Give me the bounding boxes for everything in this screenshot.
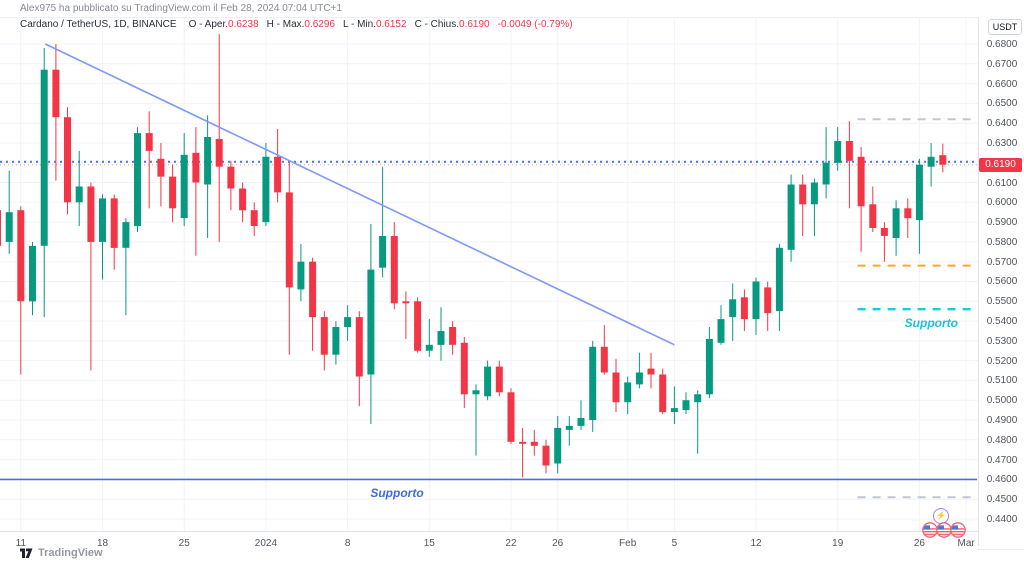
trendline [44, 43, 675, 346]
price-axis-label: 0.4600 [986, 474, 1018, 486]
price-axis-label: 0.6100 [986, 177, 1018, 189]
time-axis-label: 12 [750, 538, 762, 549]
price-axis[interactable]: 0.6800 0.6700 0.6600 0.6500 0.6400 0.6300 0.61… [978, 17, 1024, 546]
close-label: C - Chius. [414, 19, 460, 30]
attribution-text: Alex975 ha pubblicato su TradingView.com… [20, 3, 342, 14]
time-axis-label: 25 [178, 538, 190, 549]
change-value: -0.0049 (-0.79%) [497, 19, 573, 30]
symbol-legend[interactable]: Cardano / TetherUS, 1D, BINANCE O - Aper.… [20, 19, 573, 30]
currency-toggle-button[interactable]: USDT [988, 19, 1022, 35]
time-axis-label: 5 [671, 538, 678, 549]
price-axis-label: 0.4900 [986, 415, 1018, 426]
high-label: H - Max. [266, 19, 305, 30]
time-axis-label: 11 [15, 538, 27, 549]
price-axis-label: 0.5800 [986, 236, 1018, 248]
supporto-cyan-label[interactable]: Supporto [904, 316, 958, 330]
price-axis-label: 0.4400 [986, 513, 1018, 525]
tradingview-logo-text: TradingView [38, 547, 103, 559]
symbol-title: Cardano / TetherUS, 1D, BINANCE [20, 19, 177, 30]
price-axis-label: 0.5900 [986, 217, 1018, 229]
tradingview-logo-link[interactable]: TradingView [20, 547, 103, 559]
time-axis-label: 2024 [254, 538, 278, 549]
price-axis-label: 0.6000 [986, 197, 1018, 209]
low-label: L - Min. [343, 19, 376, 30]
last-price-tag: 0.6190 [979, 157, 1022, 172]
price-axis-label: 0.5300 [986, 335, 1018, 347]
time-axis-label: Feb [619, 538, 637, 549]
candles-layer [0, 34, 947, 478]
price-axis-label: 0.6600 [986, 78, 1018, 90]
open-label: O - Aper. [188, 19, 229, 30]
price-axis-label: 0.6300 [986, 137, 1018, 149]
price-axis-label: 0.5400 [986, 316, 1018, 328]
price-axis-label: 0.6400 [986, 118, 1018, 130]
close-value: 0.6190 [459, 19, 490, 30]
time-axis-label: Mar [957, 538, 975, 549]
time-axis-label: 18 [96, 538, 109, 549]
price-axis-label: 0.5000 [986, 395, 1018, 407]
open-value: 0.6238 [228, 19, 259, 30]
time-axis[interactable]: 11 18 25 2024 8 15 22 26 Feb 5 12 19 26 Mar [0, 531, 978, 550]
time-axis-label: 19 [832, 538, 844, 549]
time-axis-label: 26 [552, 538, 564, 549]
flag-reaction-icon[interactable] [950, 522, 966, 538]
level-lines-layer [0, 118, 977, 499]
price-axis-label: 0.4500 [986, 494, 1018, 506]
price-axis-label: 0.4700 [986, 454, 1018, 466]
supporto-blue-label[interactable]: Supporto [370, 486, 424, 500]
time-axis-label: 26 [913, 538, 925, 549]
time-axis-label: 8 [344, 538, 351, 549]
high-value: 0.6296 [304, 19, 335, 30]
tradingview-logo-icon [20, 548, 33, 558]
price-axis-label: 0.5700 [986, 256, 1018, 268]
price-axis-label: 0.5500 [986, 296, 1018, 308]
price-axis-label: 0.5600 [986, 276, 1018, 288]
price-axis-label: 0.5100 [986, 375, 1018, 387]
price-axis-label: 0.6700 [986, 58, 1018, 70]
chart-top-border [0, 17, 1024, 18]
time-axis-label: 22 [505, 538, 517, 549]
price-axis-label: 0.6500 [986, 98, 1018, 110]
low-value: 0.6152 [375, 19, 407, 30]
price-axis-label: 0.4800 [986, 434, 1018, 446]
price-axis-label: 0.5200 [986, 355, 1018, 367]
grid-layer [0, 17, 978, 531]
time-axis-label: 15 [423, 538, 435, 549]
price-axis-label: 0.6800 [986, 39, 1018, 50]
